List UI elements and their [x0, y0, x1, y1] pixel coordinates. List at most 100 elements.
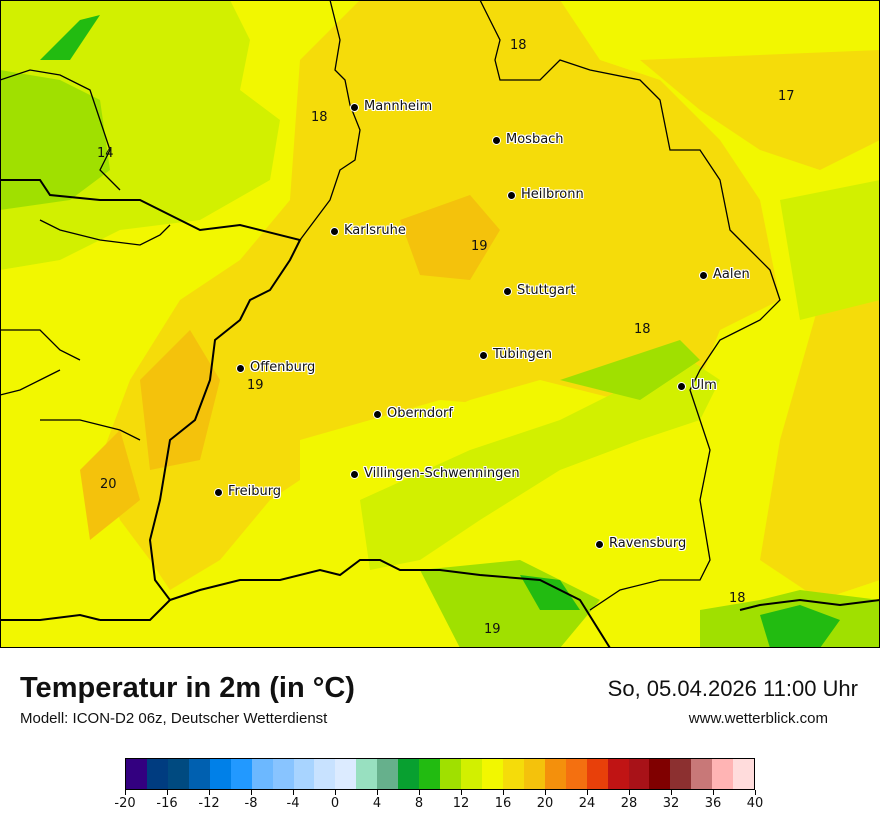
colorbar-tick [629, 790, 630, 795]
colorbar-tick-label: 40 [746, 796, 764, 811]
colorbar-tick-label: 32 [662, 796, 680, 811]
colorbar-tick [587, 790, 588, 795]
colorbar-tick-label: -20 [114, 796, 136, 811]
temperature-label: 20 [100, 477, 117, 492]
chart-title: Temperatur in 2m (in °C) [20, 672, 355, 704]
colorbar-segment [167, 759, 189, 789]
temperature-label: 18 [729, 591, 746, 606]
colorbar-tick-label: 12 [452, 796, 470, 811]
temperature-label: 17 [778, 89, 795, 104]
temperature-map: Mannheim Mosbach Heilbronn Karlsruhe Stu… [0, 0, 880, 648]
colorbar-tick [503, 790, 504, 795]
city-marker-icon [214, 487, 223, 497]
colorbar-segment [691, 759, 713, 789]
colorbar-tick [419, 790, 420, 795]
colorbar-tick-label: 24 [578, 796, 596, 811]
colorbar-tick [671, 790, 672, 795]
colorbar-segment [565, 759, 587, 789]
city-marker-icon [373, 409, 382, 419]
temperature-label: 14 [97, 146, 114, 161]
city-marker-icon [503, 286, 512, 296]
temperature-label: 18 [510, 38, 527, 53]
colorbar-tick [377, 790, 378, 795]
colorbar-segment [356, 759, 378, 789]
colorbar-segment [230, 759, 252, 789]
colorbar-tick-label: 4 [372, 796, 382, 811]
city-mosbach: Mosbach [492, 133, 564, 147]
colorbar-segment [628, 759, 650, 789]
colorbar-segment [377, 759, 399, 789]
city-freiburg: Freiburg [214, 485, 281, 499]
city-marker-icon [507, 190, 516, 200]
temperature-label: 18 [634, 322, 651, 337]
colorbar-segment [188, 759, 210, 789]
temperature-field [0, 0, 880, 648]
temperature-label: 19 [484, 622, 501, 637]
city-ulm: Ulm [677, 379, 717, 393]
colorbar-segment [523, 759, 545, 789]
colorbar-segment [335, 759, 357, 789]
colorbar-segment [146, 759, 168, 789]
city-heilbronn: Heilbronn [507, 188, 584, 202]
colorbar-tick [713, 790, 714, 795]
colorbar-tick [209, 790, 210, 795]
colorbar-ticks: -20 -16 -12 -8 -4 0 4 8 12 16 20 24 28 32 36 40 [114, 790, 763, 820]
forecast-datetime: So, 05.04.2026 11:00 Uhr [607, 676, 858, 701]
colorbar-tick [251, 790, 252, 795]
colorbar-segment [314, 759, 336, 789]
city-stuttgart: Stuttgart [503, 284, 575, 298]
city-karlsruhe: Karlsruhe [330, 224, 406, 238]
colorbar-tick [293, 790, 294, 795]
model-subtitle: Modell: ICON-D2 06z, Deutscher Wetterdie… [20, 710, 328, 727]
city-ravensburg: Ravensburg [595, 537, 686, 551]
city-marker-icon [350, 469, 359, 479]
colorbar-segment [544, 759, 566, 789]
colorbar-tick-label: -4 [286, 796, 300, 811]
colorbar-tick [335, 790, 336, 795]
city-oberndorf: Oberndorf [373, 407, 453, 421]
colorbar-segment [607, 759, 629, 789]
colorbar-segment [670, 759, 692, 789]
city-marker-icon [677, 381, 686, 391]
colorbar-tick [545, 790, 546, 795]
city-marker-icon [350, 102, 359, 112]
temperature-label: 18 [311, 110, 328, 125]
colorbar-tick-label: -8 [244, 796, 258, 811]
colorbar-segment [251, 759, 273, 789]
colorbar-tick-label: 28 [620, 796, 638, 811]
city-marker-icon [330, 226, 339, 236]
colorbar-segment [649, 759, 671, 789]
colorbar-segment [461, 759, 482, 789]
city-marker-icon [492, 135, 501, 145]
city-offenburg: Offenburg [236, 361, 315, 375]
colorbar-tick [755, 790, 756, 795]
city-marker-icon [236, 363, 245, 373]
colorbar-tick-label: 36 [704, 796, 722, 811]
colorbar-tick-label: -16 [156, 796, 178, 811]
colorbar-segment [398, 759, 420, 789]
colorbar-segment [502, 759, 524, 789]
colorbar-tick [461, 790, 462, 795]
city-tuebingen: Tübingen [479, 348, 552, 362]
colorbar-segment [440, 759, 461, 789]
colorbar [125, 758, 755, 790]
colorbar-tick-label: 20 [536, 796, 554, 811]
colorbar-tick [167, 790, 168, 795]
colorbar-tick-label: -12 [198, 796, 220, 811]
colorbar-segment [272, 759, 294, 789]
city-marker-icon [479, 350, 488, 360]
colorbar-tick-label: 16 [494, 796, 512, 811]
colorbar-segment [586, 759, 608, 789]
colorbar-tick [125, 790, 126, 795]
colorbar-segment [293, 759, 315, 789]
city-aalen: Aalen [699, 268, 750, 282]
colorbar-segment [209, 759, 231, 789]
colorbar-tick-label: 8 [414, 796, 424, 811]
city-marker-icon [595, 539, 604, 549]
colorbar-segment [712, 759, 734, 789]
colorbar-segment [481, 759, 503, 789]
temperature-label: 19 [471, 239, 488, 254]
website-link: www.wetterblick.com [688, 710, 828, 727]
city-villingen-schwenningen: Villingen-Schwenningen [350, 467, 520, 481]
colorbar-segment [733, 759, 755, 789]
